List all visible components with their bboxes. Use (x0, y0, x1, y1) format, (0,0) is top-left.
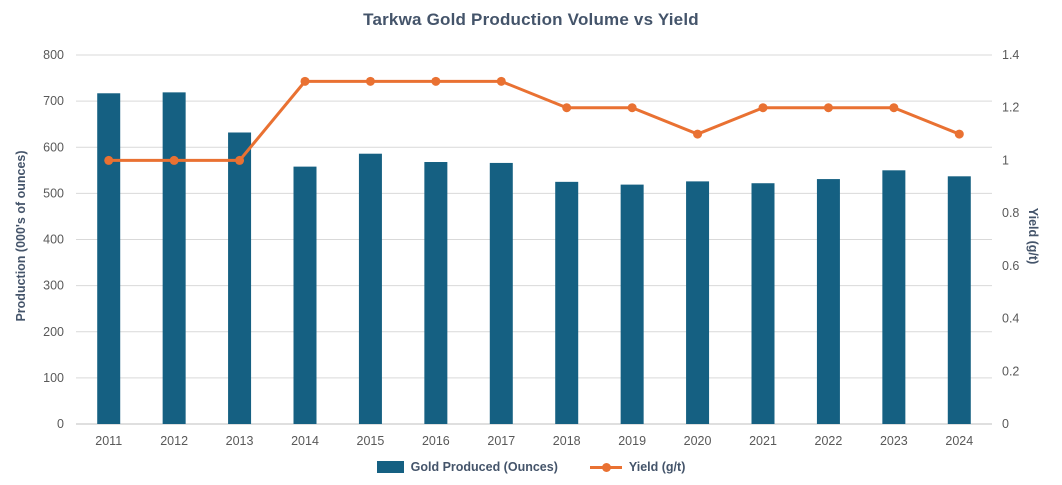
x-axis-label: 2023 (880, 434, 908, 448)
bar-2011[interactable] (97, 93, 121, 424)
plot-area: 0 100 200 300 400 500 600 700 800 0 0.2 0.4 0.6 0.8 1 1… (43, 48, 1019, 448)
bar-2017[interactable] (489, 162, 513, 424)
left-axis-tick-label: 600 (43, 140, 64, 154)
bar-2014[interactable] (293, 166, 317, 424)
yield-marker-2023[interactable] (889, 103, 899, 113)
x-axis-label: 2016 (422, 434, 450, 448)
x-axis-label: 2015 (357, 434, 385, 448)
bar-2019[interactable] (620, 184, 644, 424)
bar-2018[interactable] (555, 181, 579, 424)
x-axis-label: 2012 (160, 434, 188, 448)
x-axis-label: 2019 (618, 434, 646, 448)
left-axis-tick-label: 300 (43, 279, 64, 293)
bar-2022[interactable] (816, 179, 840, 424)
yield-marker-2016[interactable] (431, 76, 441, 86)
yield-marker-2014[interactable] (300, 76, 310, 86)
yield-marker-2015[interactable] (365, 76, 375, 86)
left-axis-tick-label: 200 (43, 325, 64, 339)
x-axis-label: 2024 (945, 434, 973, 448)
bar-2012[interactable] (162, 92, 186, 424)
bar-2015[interactable] (358, 153, 382, 424)
right-axis-tick-label: 1.4 (1002, 48, 1019, 62)
x-axis-label: 2020 (684, 434, 712, 448)
legend-item-yield[interactable]: Yield (g/t) (589, 460, 686, 474)
yield-marker-2020[interactable] (693, 129, 703, 139)
yield-marker-2013[interactable] (235, 155, 245, 165)
left-axis-tick-label: 0 (57, 417, 64, 431)
bar-2024[interactable] (947, 176, 971, 424)
left-axis-tick-label: 400 (43, 233, 64, 247)
x-axis-label: 2022 (815, 434, 843, 448)
left-axis-tick-label: 800 (43, 48, 64, 62)
yield-marker-2024[interactable] (954, 129, 964, 139)
bar-2020[interactable] (686, 181, 710, 424)
legend: Gold Produced (Ounces) Yield (g/t) (0, 460, 1062, 474)
left-axis-tick-label: 700 (43, 94, 64, 108)
bar-2021[interactable] (751, 183, 775, 424)
yield-marker-2022[interactable] (823, 103, 833, 113)
yield-marker-2017[interactable] (496, 76, 506, 86)
right-axis-tick-label: 0 (1002, 417, 1009, 431)
right-axis-tick-label: 0.4 (1002, 312, 1019, 326)
x-axis-label: 2021 (749, 434, 777, 448)
yield-marker-2019[interactable] (627, 103, 637, 113)
yield-marker-2021[interactable] (758, 103, 768, 113)
legend-label-yield: Yield (g/t) (628, 460, 686, 474)
x-axis-label: 2018 (553, 434, 581, 448)
right-axis-tick-label: 1.2 (1002, 101, 1019, 115)
yield-marker-2011[interactable] (104, 155, 114, 165)
x-axis-label: 2011 (95, 434, 122, 448)
bar-2023[interactable] (882, 170, 906, 424)
left-axis-tick-label: 500 (43, 186, 64, 200)
chart-title: Tarkwa Gold Production Volume vs Yield (363, 10, 699, 29)
right-axis-tick-label: 0.2 (1002, 364, 1019, 378)
line-series-swatch (589, 461, 622, 473)
x-axis-label: 2013 (226, 434, 254, 448)
bar-2013[interactable] (228, 132, 252, 424)
legend-item-gold-produced[interactable]: Gold Produced (Ounces) (376, 460, 558, 474)
right-axis-tick-label: 1 (1002, 153, 1009, 167)
left-axis-tick-label: 100 (43, 371, 64, 385)
yield-marker-2018[interactable] (562, 103, 572, 113)
x-axis-label: 2014 (291, 434, 319, 448)
right-axis-tick-label: 0.8 (1002, 206, 1019, 220)
x-axis-label: 2017 (487, 434, 515, 448)
yield-line (108, 79, 960, 162)
yield-marker-2012[interactable] (169, 155, 179, 165)
line-swatch-marker (601, 463, 611, 472)
bar-2016[interactable] (424, 162, 448, 424)
bar-series-swatch (376, 461, 404, 473)
legend-label-gold-produced: Gold Produced (Ounces) (410, 460, 558, 474)
right-axis-tick-label: 0.6 (1002, 259, 1019, 273)
